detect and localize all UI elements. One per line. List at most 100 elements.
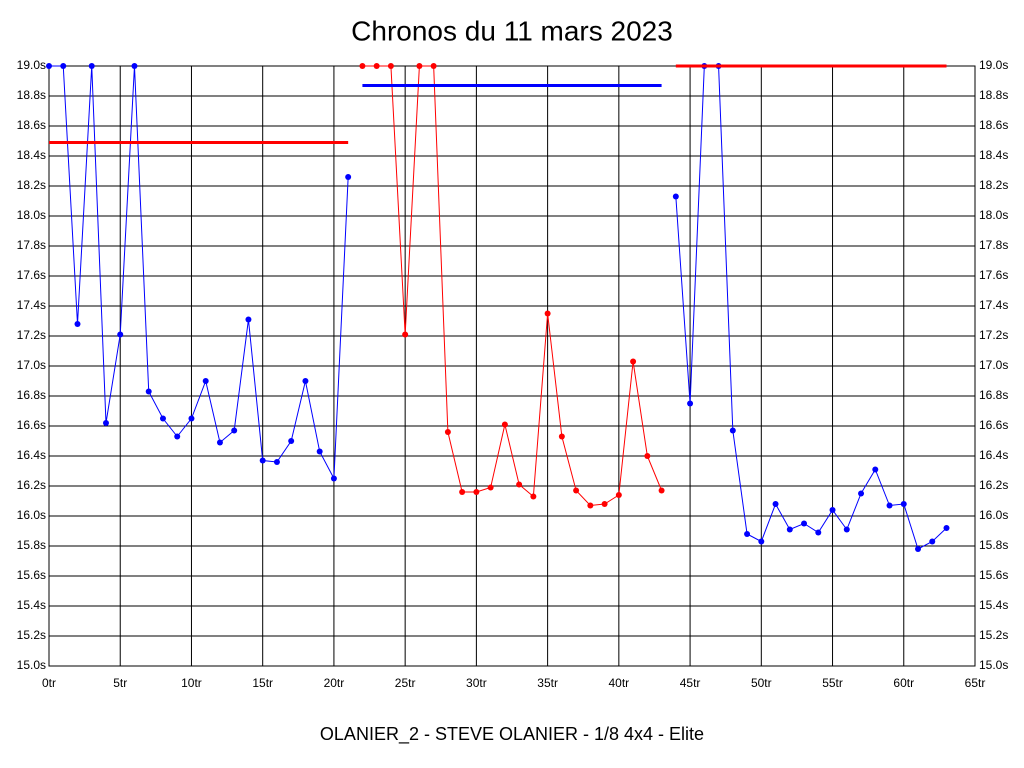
data-point — [373, 63, 380, 69]
data-point — [188, 415, 195, 422]
y-tick-label: 18.0s — [17, 208, 46, 222]
data-point — [744, 531, 751, 537]
data-point — [801, 520, 808, 527]
data-point — [786, 526, 793, 533]
y2-tick-label: 16.2s — [979, 478, 1008, 492]
y-tick-label: 15.6s — [17, 568, 46, 582]
y-tick-label: 15.8s — [17, 538, 46, 552]
data-point — [858, 490, 865, 497]
data-point — [117, 331, 124, 338]
data-point — [74, 321, 81, 327]
data-point — [872, 466, 879, 473]
data-point — [416, 63, 423, 69]
y-tick-label: 16.2s — [17, 478, 46, 492]
data-point — [273, 459, 280, 465]
data-point — [259, 457, 266, 464]
y2-tick-label: 17.2s — [979, 328, 1008, 342]
y2-tick-label: 16.8s — [979, 388, 1008, 402]
data-point — [288, 438, 295, 444]
y-tick-label: 18.2s — [17, 178, 46, 192]
data-point — [900, 501, 907, 507]
data-point — [159, 415, 166, 422]
data-point — [915, 546, 922, 552]
data-point — [573, 487, 580, 494]
y2-tick-label: 17.4s — [979, 298, 1008, 312]
data-point — [131, 63, 138, 69]
y2-tick-label: 18.6s — [979, 118, 1008, 132]
data-point — [430, 63, 437, 69]
data-point — [501, 421, 508, 428]
x-tick-label: 25tr — [395, 676, 416, 690]
x-tick-label: 20tr — [324, 676, 345, 690]
x-tick-label: 60tr — [893, 676, 914, 690]
data-point — [459, 489, 466, 495]
data-point — [444, 429, 451, 435]
y-tick-label: 16.6s — [17, 418, 46, 432]
data-point — [216, 439, 223, 446]
y2-tick-label: 15.4s — [979, 598, 1008, 612]
y2-tick-label: 17.6s — [979, 268, 1008, 282]
y2-tick-label: 15.0s — [979, 658, 1008, 672]
data-point — [316, 448, 323, 455]
data-point — [359, 63, 366, 69]
data-point — [843, 526, 850, 533]
data-point — [615, 492, 622, 498]
data-point — [202, 378, 209, 384]
y-tick-label: 17.8s — [17, 238, 46, 252]
x-tick-label: 50tr — [751, 676, 772, 690]
y2-tick-label: 18.4s — [979, 148, 1008, 162]
x-tick-label: 30tr — [466, 676, 487, 690]
y2-tick-label: 18.0s — [979, 208, 1008, 222]
data-point — [672, 193, 679, 200]
data-point — [402, 331, 409, 338]
data-point — [487, 484, 494, 491]
x-axis-label: OLANIER_2 - STEVE OLANIER - 1/8 4x4 - El… — [320, 724, 704, 745]
y2-tick-label: 15.2s — [979, 628, 1008, 642]
data-point — [60, 63, 67, 69]
data-point — [387, 63, 394, 69]
y2-tick-label: 15.8s — [979, 538, 1008, 552]
y2-tick-label: 18.2s — [979, 178, 1008, 192]
x-tick-label: 5tr — [113, 676, 127, 690]
chart-title: Chronos du 11 mars 2023 — [351, 15, 673, 46]
y-tick-label: 15.0s — [17, 658, 46, 672]
data-point — [630, 358, 637, 365]
data-point — [145, 388, 152, 395]
x-tick-label: 65tr — [965, 676, 986, 690]
data-point — [758, 538, 765, 545]
data-point — [558, 433, 565, 440]
data-point — [46, 63, 52, 69]
series-line — [49, 65, 349, 481]
y2-tick-label: 17.8s — [979, 238, 1008, 252]
data-point — [772, 501, 779, 507]
y-tick-label: 17.6s — [17, 268, 46, 282]
y2-tick-label: 17.0s — [979, 358, 1008, 372]
y2-tick-label: 16.4s — [979, 448, 1008, 462]
y-tick-label: 18.4s — [17, 148, 46, 162]
series-line — [362, 65, 663, 507]
data-point — [587, 502, 594, 509]
data-point — [245, 316, 252, 323]
y-tick-label: 16.8s — [17, 388, 46, 402]
y-tick-label: 17.4s — [17, 298, 46, 312]
data-point — [658, 487, 665, 494]
y-tick-label: 19.0s — [17, 58, 46, 72]
x-tick-label: 40tr — [609, 676, 630, 690]
data-point — [102, 420, 109, 426]
x-tick-label: 10tr — [181, 676, 202, 690]
x-tick-label: 45tr — [680, 676, 701, 690]
plot-border — [48, 65, 976, 667]
y2-tick-label: 19.0s — [979, 58, 1008, 72]
data-point — [530, 493, 537, 500]
y2-tick-label: 18.8s — [979, 88, 1008, 102]
x-tick-label: 35tr — [537, 676, 558, 690]
y-tick-label: 18.8s — [17, 88, 46, 102]
data-point — [544, 310, 551, 317]
data-point — [729, 427, 736, 434]
x-tick-label: 15tr — [252, 676, 273, 690]
x-tick-label: 0tr — [42, 676, 56, 690]
data-point — [88, 63, 95, 69]
data-point — [886, 502, 893, 509]
x-tick-label: 55tr — [822, 676, 843, 690]
